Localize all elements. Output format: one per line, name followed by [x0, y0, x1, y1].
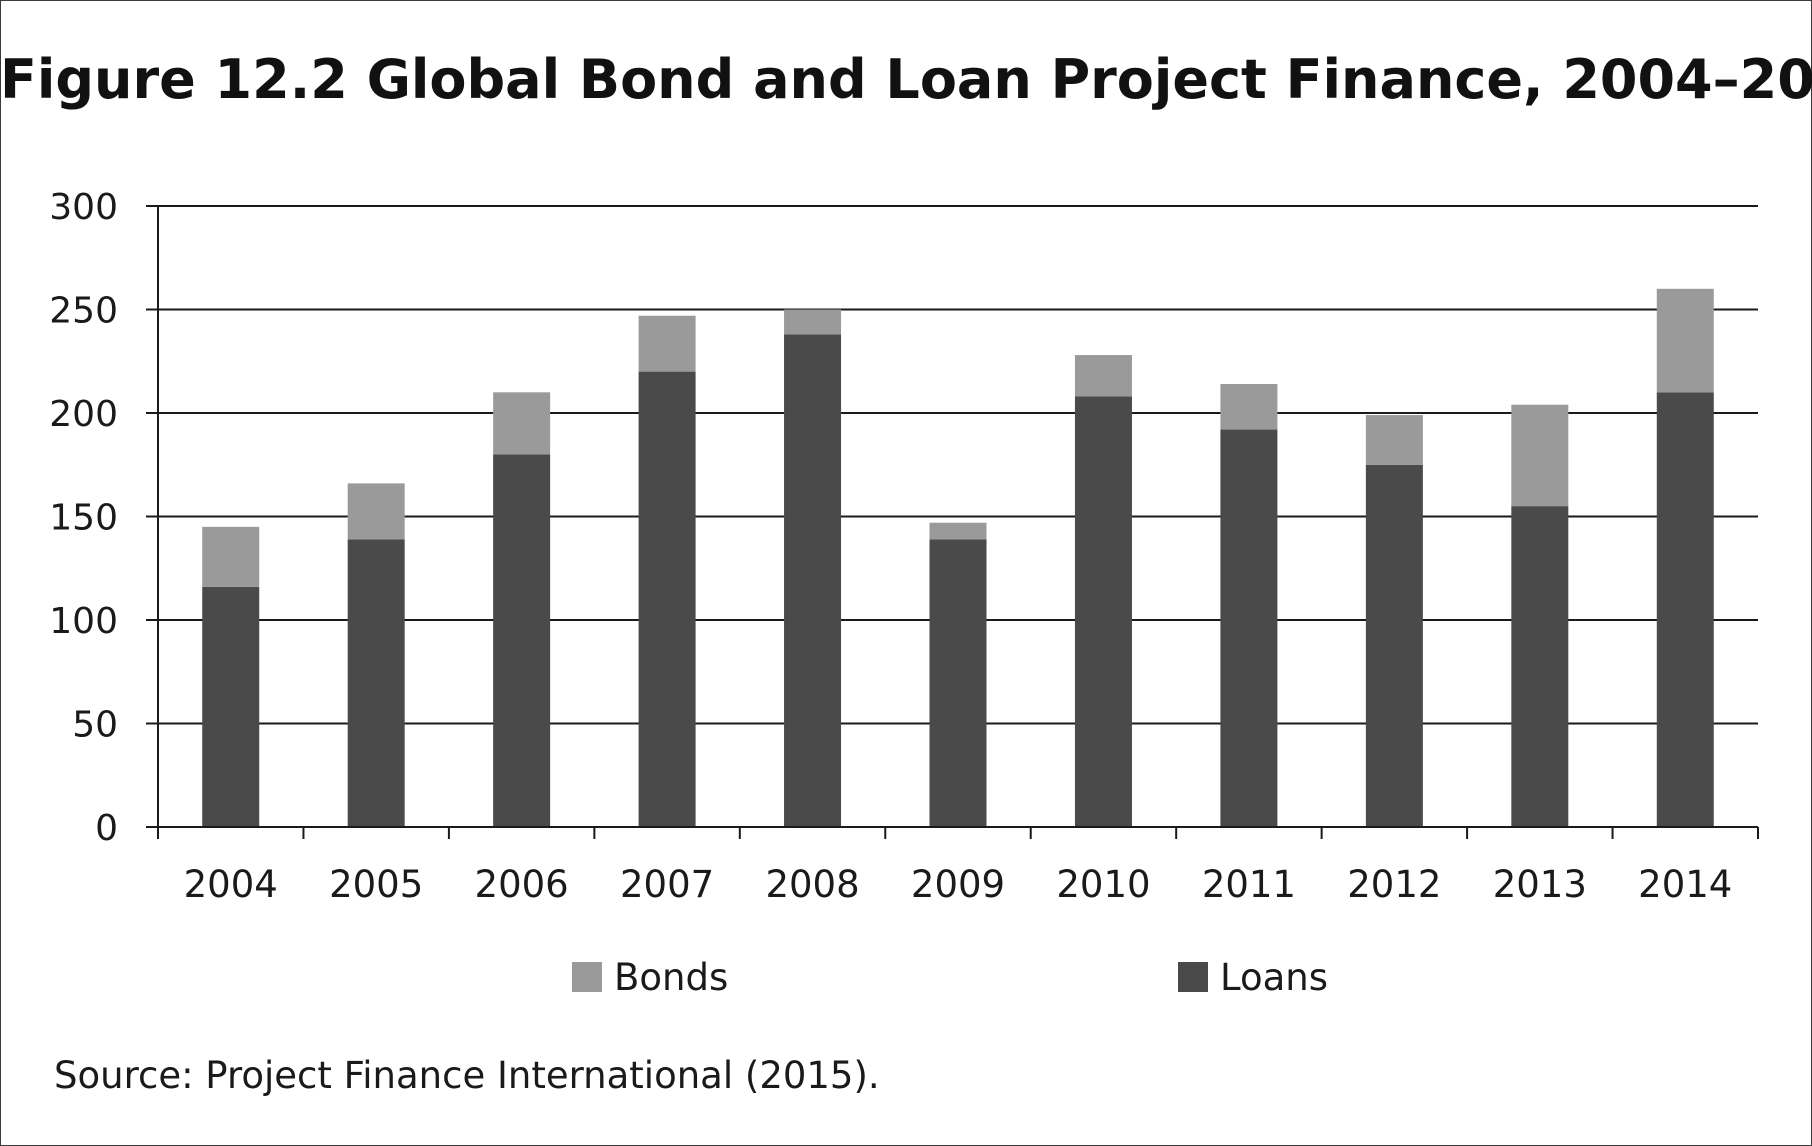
x-tick-label-2005: 2005	[329, 863, 423, 906]
y-tick-label-200: 200	[49, 394, 118, 435]
bar-bonds-2010	[1074, 355, 1132, 397]
bar-loans-2004	[202, 586, 260, 827]
source-note: Source: Project Finance International (2…	[54, 1054, 880, 1097]
bar-bonds-2008	[784, 309, 842, 335]
bar-loans-2005	[347, 539, 405, 827]
x-tick-label-2014: 2014	[1638, 863, 1732, 906]
x-tick-label-2009: 2009	[911, 863, 1005, 906]
x-tick-label-2004: 2004	[184, 863, 278, 906]
bar-loans-2006	[493, 454, 551, 827]
bar-bonds-2007	[638, 315, 696, 372]
bar-loans-2013	[1511, 506, 1569, 827]
bar-bonds-2012	[1365, 415, 1423, 465]
axes	[146, 205, 1759, 839]
x-tick-label-2012: 2012	[1347, 863, 1441, 906]
legend: Bonds Loans	[572, 956, 1328, 999]
x-tick-label-2006: 2006	[475, 863, 569, 906]
x-tick-label-2007: 2007	[620, 863, 714, 906]
bar-bonds-2013	[1511, 404, 1569, 507]
chart-title: Figure 12.2 Global Bond and Loan Project…	[0, 48, 1812, 111]
x-tick-label-2008: 2008	[765, 863, 859, 906]
y-tick-labels: 0 50 100 150 200 250 300	[49, 187, 118, 849]
legend-label-bonds: Bonds	[614, 956, 728, 999]
bar-bonds-2005	[347, 483, 405, 540]
bar-loans-2009	[929, 539, 987, 827]
legend-label-loans: Loans	[1220, 956, 1328, 999]
y-tick-label-250: 250	[49, 291, 118, 332]
y-tick-label-0: 0	[95, 808, 118, 849]
bar-loans-2011	[1220, 429, 1278, 827]
bar-loans-2014	[1656, 392, 1714, 827]
y-tick-label-100: 100	[49, 601, 118, 642]
legend-swatch-bonds	[572, 962, 602, 992]
bar-bonds-2011	[1220, 384, 1278, 430]
y-tick-label-300: 300	[49, 187, 118, 228]
bar-bonds-2006	[493, 392, 551, 455]
bar-bonds-2004	[202, 526, 260, 587]
x-tick-labels: 2004 2005 2006 2007 2008 2009 2010 2011 2012 2013…	[184, 863, 1733, 906]
x-tick-label-2011: 2011	[1202, 863, 1296, 906]
bar-bonds-2014	[1656, 288, 1714, 393]
bar-loans-2007	[638, 371, 696, 827]
x-tick-label-2010: 2010	[1056, 863, 1150, 906]
bar-loans-2010	[1074, 396, 1132, 827]
bar-loans-2008	[784, 334, 842, 827]
legend-swatch-loans	[1178, 962, 1208, 992]
bar-bonds-2009	[929, 522, 987, 540]
y-tick-label-50: 50	[72, 705, 118, 746]
x-tick-label-2013: 2013	[1493, 863, 1587, 906]
y-tick-label-150: 150	[49, 498, 118, 539]
bars	[202, 288, 1714, 827]
bar-loans-2012	[1365, 464, 1423, 827]
